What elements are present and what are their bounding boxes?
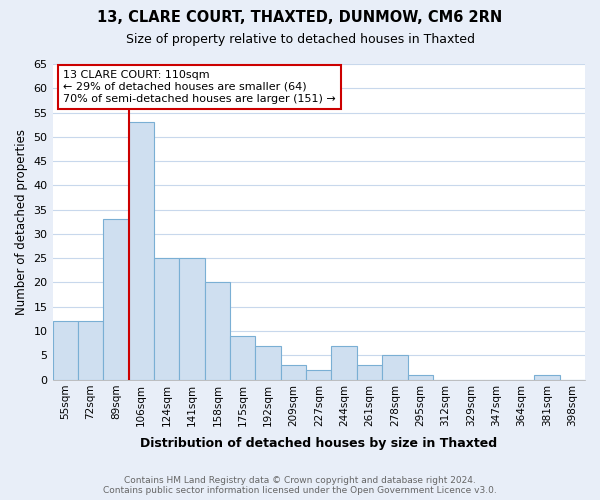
Bar [154, 258, 179, 380]
Bar [179, 258, 205, 380]
Text: Size of property relative to detached houses in Thaxted: Size of property relative to detached ho… [125, 32, 475, 46]
Text: Contains HM Land Registry data © Crown copyright and database right 2024.: Contains HM Land Registry data © Crown c… [124, 476, 476, 485]
Bar [53, 322, 78, 380]
Text: 13, CLARE COURT, THAXTED, DUNMOW, CM6 2RN: 13, CLARE COURT, THAXTED, DUNMOW, CM6 2R… [97, 10, 503, 25]
Bar [205, 282, 230, 380]
Bar [534, 374, 560, 380]
Bar [382, 356, 407, 380]
Y-axis label: Number of detached properties: Number of detached properties [15, 129, 28, 315]
Bar [357, 365, 382, 380]
Text: 13 CLARE COURT: 110sqm
← 29% of detached houses are smaller (64)
70% of semi-det: 13 CLARE COURT: 110sqm ← 29% of detached… [63, 70, 336, 104]
Bar [281, 365, 306, 380]
Bar [128, 122, 154, 380]
Bar [256, 346, 281, 380]
Bar [407, 374, 433, 380]
Bar [103, 220, 128, 380]
Text: Contains public sector information licensed under the Open Government Licence v3: Contains public sector information licen… [103, 486, 497, 495]
Bar [230, 336, 256, 380]
Bar [331, 346, 357, 380]
Bar [306, 370, 331, 380]
X-axis label: Distribution of detached houses by size in Thaxted: Distribution of detached houses by size … [140, 437, 497, 450]
Bar [78, 322, 103, 380]
